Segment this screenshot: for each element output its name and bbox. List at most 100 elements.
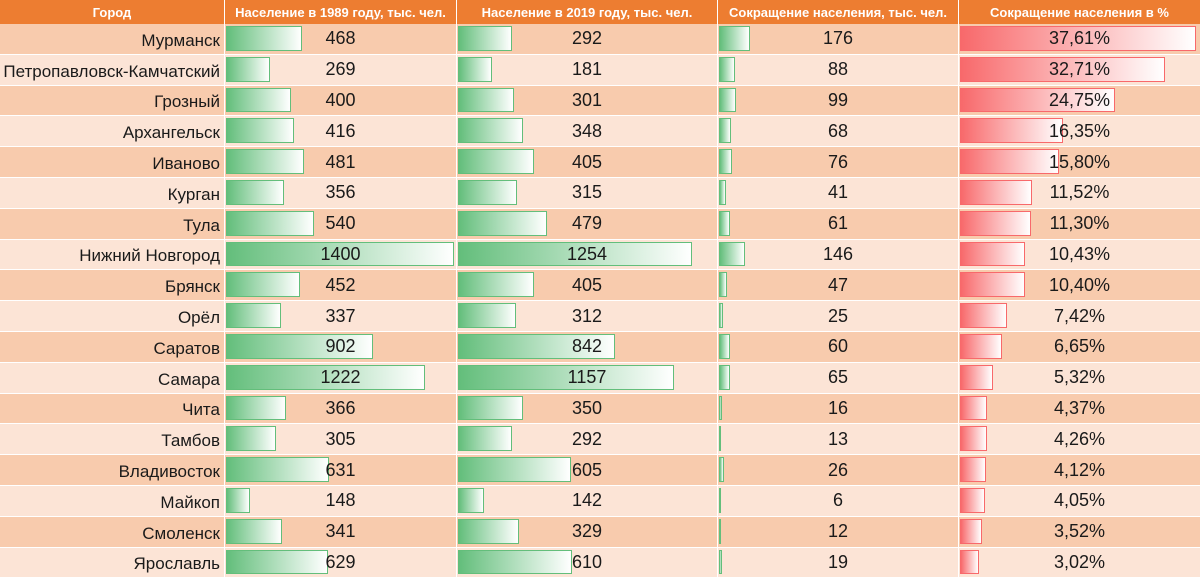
pop1989-data-bar — [226, 334, 373, 359]
pop1989-data-bar — [226, 364, 425, 390]
decline-pct-value: 16,35% — [1048, 120, 1111, 141]
pop2019-data-bar — [458, 364, 674, 390]
city-name: Чита — [0, 393, 225, 424]
pop1989-data-bar — [226, 87, 292, 113]
decline-cell: 146 — [718, 239, 959, 270]
decline-value: 47 — [827, 274, 849, 295]
decline-data-bar — [719, 118, 731, 144]
pop2019-data-bar — [458, 488, 485, 513]
decline-data-bar — [719, 180, 727, 205]
table-row: Грозный 400 301 99 24,75% — [0, 85, 1200, 117]
decline-value: 99 — [827, 89, 849, 110]
header-pop1989: Население в 1989 году, тыс. чел. — [225, 0, 457, 24]
pop2019-cell: 315 — [457, 178, 718, 208]
decline-pct-data-bar — [960, 241, 1026, 267]
pop2019-value: 350 — [571, 397, 603, 418]
pop2019-value: 479 — [571, 213, 603, 234]
pop2019-cell: 1254 — [457, 239, 718, 270]
pop1989-value: 305 — [325, 428, 356, 449]
decline-cell: 61 — [718, 208, 959, 239]
city-name: Владивосток — [0, 455, 225, 485]
decline-data-bar — [719, 56, 735, 82]
pop1989-cell: 468 — [225, 24, 457, 54]
city-name: Смоленск — [0, 516, 225, 547]
header-decline-pct: Сокращение населения в % — [959, 0, 1200, 24]
decline-value: 19 — [827, 551, 849, 572]
decline-value: 176 — [822, 28, 854, 49]
pop2019-cell: 329 — [457, 516, 718, 547]
decline-data-bar — [719, 457, 724, 482]
decline-pct-value: 4,26% — [1053, 428, 1106, 449]
decline-value: 76 — [827, 151, 849, 172]
decline-pct-value: 4,12% — [1053, 459, 1106, 480]
pop2019-value: 292 — [571, 428, 603, 449]
pop1989-cell: 416 — [225, 116, 457, 147]
pop2019-data-bar — [458, 426, 513, 452]
decline-data-bar — [719, 303, 724, 328]
pop1989-value: 356 — [325, 182, 356, 203]
decline-pct-value: 24,75% — [1048, 89, 1111, 110]
decline-pct-value: 3,52% — [1053, 521, 1106, 542]
city-name: Иваново — [0, 147, 225, 177]
city-name: Майкоп — [0, 486, 225, 516]
decline-cell: 88 — [718, 54, 959, 85]
decline-data-bar — [719, 334, 730, 359]
pop2019-data-bar — [458, 518, 520, 544]
city-name: Тамбов — [0, 424, 225, 455]
pop2019-data-bar — [458, 303, 517, 328]
pop2019-cell: 605 — [457, 455, 718, 485]
pop1989-cell: 631 — [225, 455, 457, 485]
pop2019-data-bar — [458, 334, 616, 359]
pop1989-cell: 269 — [225, 54, 457, 85]
pop1989-cell: 481 — [225, 147, 457, 177]
table-row: Владивосток 631 605 26 4,12% — [0, 455, 1200, 486]
pop1989-data-bar — [226, 241, 454, 267]
decline-pct-cell: 4,37% — [959, 394, 1200, 424]
pop2019-data-bar — [458, 149, 534, 174]
pop2019-value: 610 — [571, 551, 603, 572]
decline-pct-cell: 32,71% — [959, 55, 1200, 85]
city-name: Брянск — [0, 270, 225, 301]
decline-data-bar — [719, 549, 723, 575]
pop1989-value: 468 — [325, 28, 356, 49]
city-name: Тула — [0, 208, 225, 239]
pop2019-cell: 842 — [457, 332, 718, 362]
pop2019-cell: 479 — [457, 208, 718, 239]
pop2019-cell: 610 — [457, 547, 718, 578]
pop2019-cell: 142 — [457, 486, 718, 516]
city-name: Орёл — [0, 301, 225, 331]
decline-cell: 47 — [718, 270, 959, 301]
pop1989-value: 269 — [325, 59, 356, 80]
pop1989-value: 902 — [325, 336, 356, 357]
decline-cell: 60 — [718, 332, 959, 362]
pop2019-data-bar — [458, 549, 572, 575]
decline-value: 60 — [827, 336, 849, 357]
pop1989-data-bar — [226, 426, 276, 452]
decline-pct-data-bar — [960, 180, 1033, 205]
pop2019-data-bar — [458, 457, 571, 482]
pop2019-data-bar — [458, 56, 492, 82]
decline-pct-data-bar — [960, 395, 988, 421]
table-row: Петропавловск-Камчатский 269 181 88 32,71% — [0, 54, 1200, 86]
city-name: Нижний Новгород — [0, 239, 225, 270]
decline-cell: 68 — [718, 116, 959, 147]
pop1989-data-bar — [226, 549, 329, 575]
decline-pct-cell: 3,52% — [959, 517, 1200, 547]
decline-pct-data-bar — [960, 426, 987, 452]
pop1989-value: 452 — [325, 274, 356, 295]
pop1989-value: 629 — [325, 551, 356, 572]
pop1989-value: 148 — [325, 490, 356, 511]
pop1989-cell: 540 — [225, 208, 457, 239]
decline-cell: 76 — [718, 147, 959, 177]
table-row: Мурманск 468 292 176 37,61% — [0, 24, 1200, 55]
pop1989-data-bar — [226, 26, 303, 51]
pop1989-cell: 356 — [225, 178, 457, 208]
decline-pct-cell: 4,05% — [959, 486, 1200, 516]
pop1989-cell: 341 — [225, 516, 457, 547]
decline-pct-value: 11,30% — [1049, 213, 1110, 234]
decline-pct-cell: 10,43% — [959, 240, 1200, 270]
decline-pct-cell: 6,65% — [959, 332, 1200, 362]
decline-pct-data-bar — [960, 488, 986, 513]
pop2019-value: 1254 — [566, 243, 608, 264]
table-row: Иваново 481 405 76 15,80% — [0, 147, 1200, 178]
